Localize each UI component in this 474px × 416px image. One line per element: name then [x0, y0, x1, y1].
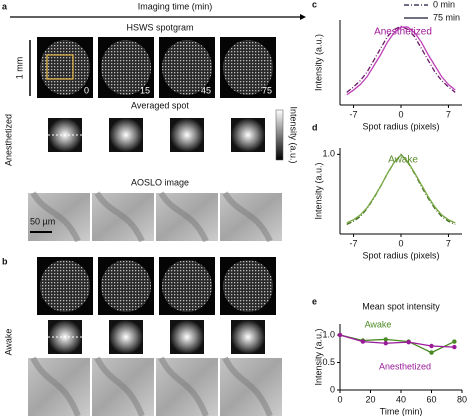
y-axis-label: Intensity (a.u.) [313, 34, 323, 91]
condition-label: Awake [3, 329, 13, 356]
series-line [339, 334, 455, 354]
chart-title: Mean spot intensity [362, 301, 440, 311]
spotgram-disk [101, 40, 151, 95]
legend-label: 75 min [433, 12, 460, 22]
x-tick-label: 20 [365, 394, 375, 404]
y-axis-label: Intensity (a.u.) [313, 328, 323, 385]
series-marker [383, 341, 388, 346]
series-line [339, 334, 455, 348]
y-tick-label: 1.0 [322, 149, 335, 159]
spotgram-disk [40, 40, 90, 95]
series-line [346, 25, 456, 93]
avg-title: Averaged spot [131, 100, 189, 110]
series-marker [429, 350, 434, 355]
x-tick-label: 40 [396, 394, 406, 404]
vessel [158, 191, 209, 243]
spotgram-disk [162, 260, 212, 312]
time-label: 15 [140, 85, 150, 95]
spotgram-disk [162, 40, 212, 95]
series-label: Awake [365, 319, 392, 329]
aoslo-title: AOSLO image [131, 177, 189, 187]
vessel [30, 356, 81, 416]
averaged-spot [231, 320, 265, 354]
annotation: Awake [388, 155, 418, 166]
vessel [222, 356, 273, 416]
vessel [222, 191, 273, 243]
series-marker [429, 343, 434, 349]
series-line [346, 154, 456, 224]
spotgram-disk [40, 260, 90, 312]
time-label: 0 [84, 85, 89, 95]
condition-label: Anesthetized [3, 114, 13, 166]
series-line [346, 26, 456, 96]
x-tick-label: -7 [350, 238, 358, 248]
x-tick-label: 60 [426, 394, 436, 404]
x-axis-label: Spot radius (pixels) [362, 250, 439, 260]
averaged-spot [109, 118, 143, 152]
x-tick-label: 7 [446, 109, 451, 119]
vessel [94, 191, 145, 243]
time-label: 75 [262, 85, 272, 95]
panel-label: a [2, 1, 8, 11]
series-marker [452, 339, 457, 344]
x-tick-label: 7 [446, 238, 451, 248]
time-axis-label: Imaging time (min) [138, 1, 213, 11]
vessel [94, 356, 145, 416]
x-axis-label: Spot radius (pixels) [362, 121, 439, 131]
panel-label: d [312, 122, 318, 132]
spotgram-disk [101, 260, 151, 312]
x-tick-label: 0 [398, 109, 403, 119]
vessel [30, 191, 81, 243]
scale-label: 1 mm [14, 57, 24, 80]
y-tick-label: 1.0 [322, 329, 335, 339]
averaged-spot [109, 320, 143, 354]
roi-box [46, 54, 74, 80]
x-tick-label: 0 [398, 238, 403, 248]
x-tick-label: 80 [457, 394, 467, 404]
series-marker [452, 344, 457, 350]
series-label: Anesthetized [379, 361, 431, 371]
x-tick-label: -7 [350, 109, 358, 119]
y-tick-label: 0.5 [322, 357, 335, 367]
time-label: 45 [201, 85, 211, 95]
arrow-head [300, 14, 306, 20]
spotgram-title: HSWS spotgram [126, 22, 193, 32]
y-tick-label: 0 [330, 384, 335, 394]
scale-label: 50 µm [30, 216, 55, 226]
series-marker [337, 332, 343, 338]
spotgram-disk [223, 260, 273, 312]
series-marker [360, 339, 366, 344]
panel-label: c [312, 0, 317, 9]
annotation: Anesthetized [374, 27, 432, 38]
x-axis-label: Time (min) [380, 406, 423, 416]
panel-label: e [312, 296, 317, 306]
averaged-spot [170, 320, 204, 354]
panel-label: b [2, 256, 8, 266]
series-marker [406, 339, 411, 345]
spotgram-disk [223, 40, 273, 95]
vessel [158, 356, 209, 416]
colorbar-label: Intensity (a.u.) [289, 106, 299, 163]
averaged-spot [170, 118, 204, 152]
colorbar [275, 109, 284, 161]
y-axis-label: Intensity (a.u.) [313, 162, 323, 219]
averaged-spot [231, 118, 265, 152]
x-tick-label: 0 [337, 394, 342, 404]
series-marker [383, 337, 388, 342]
legend-label: 0 min [433, 0, 455, 9]
